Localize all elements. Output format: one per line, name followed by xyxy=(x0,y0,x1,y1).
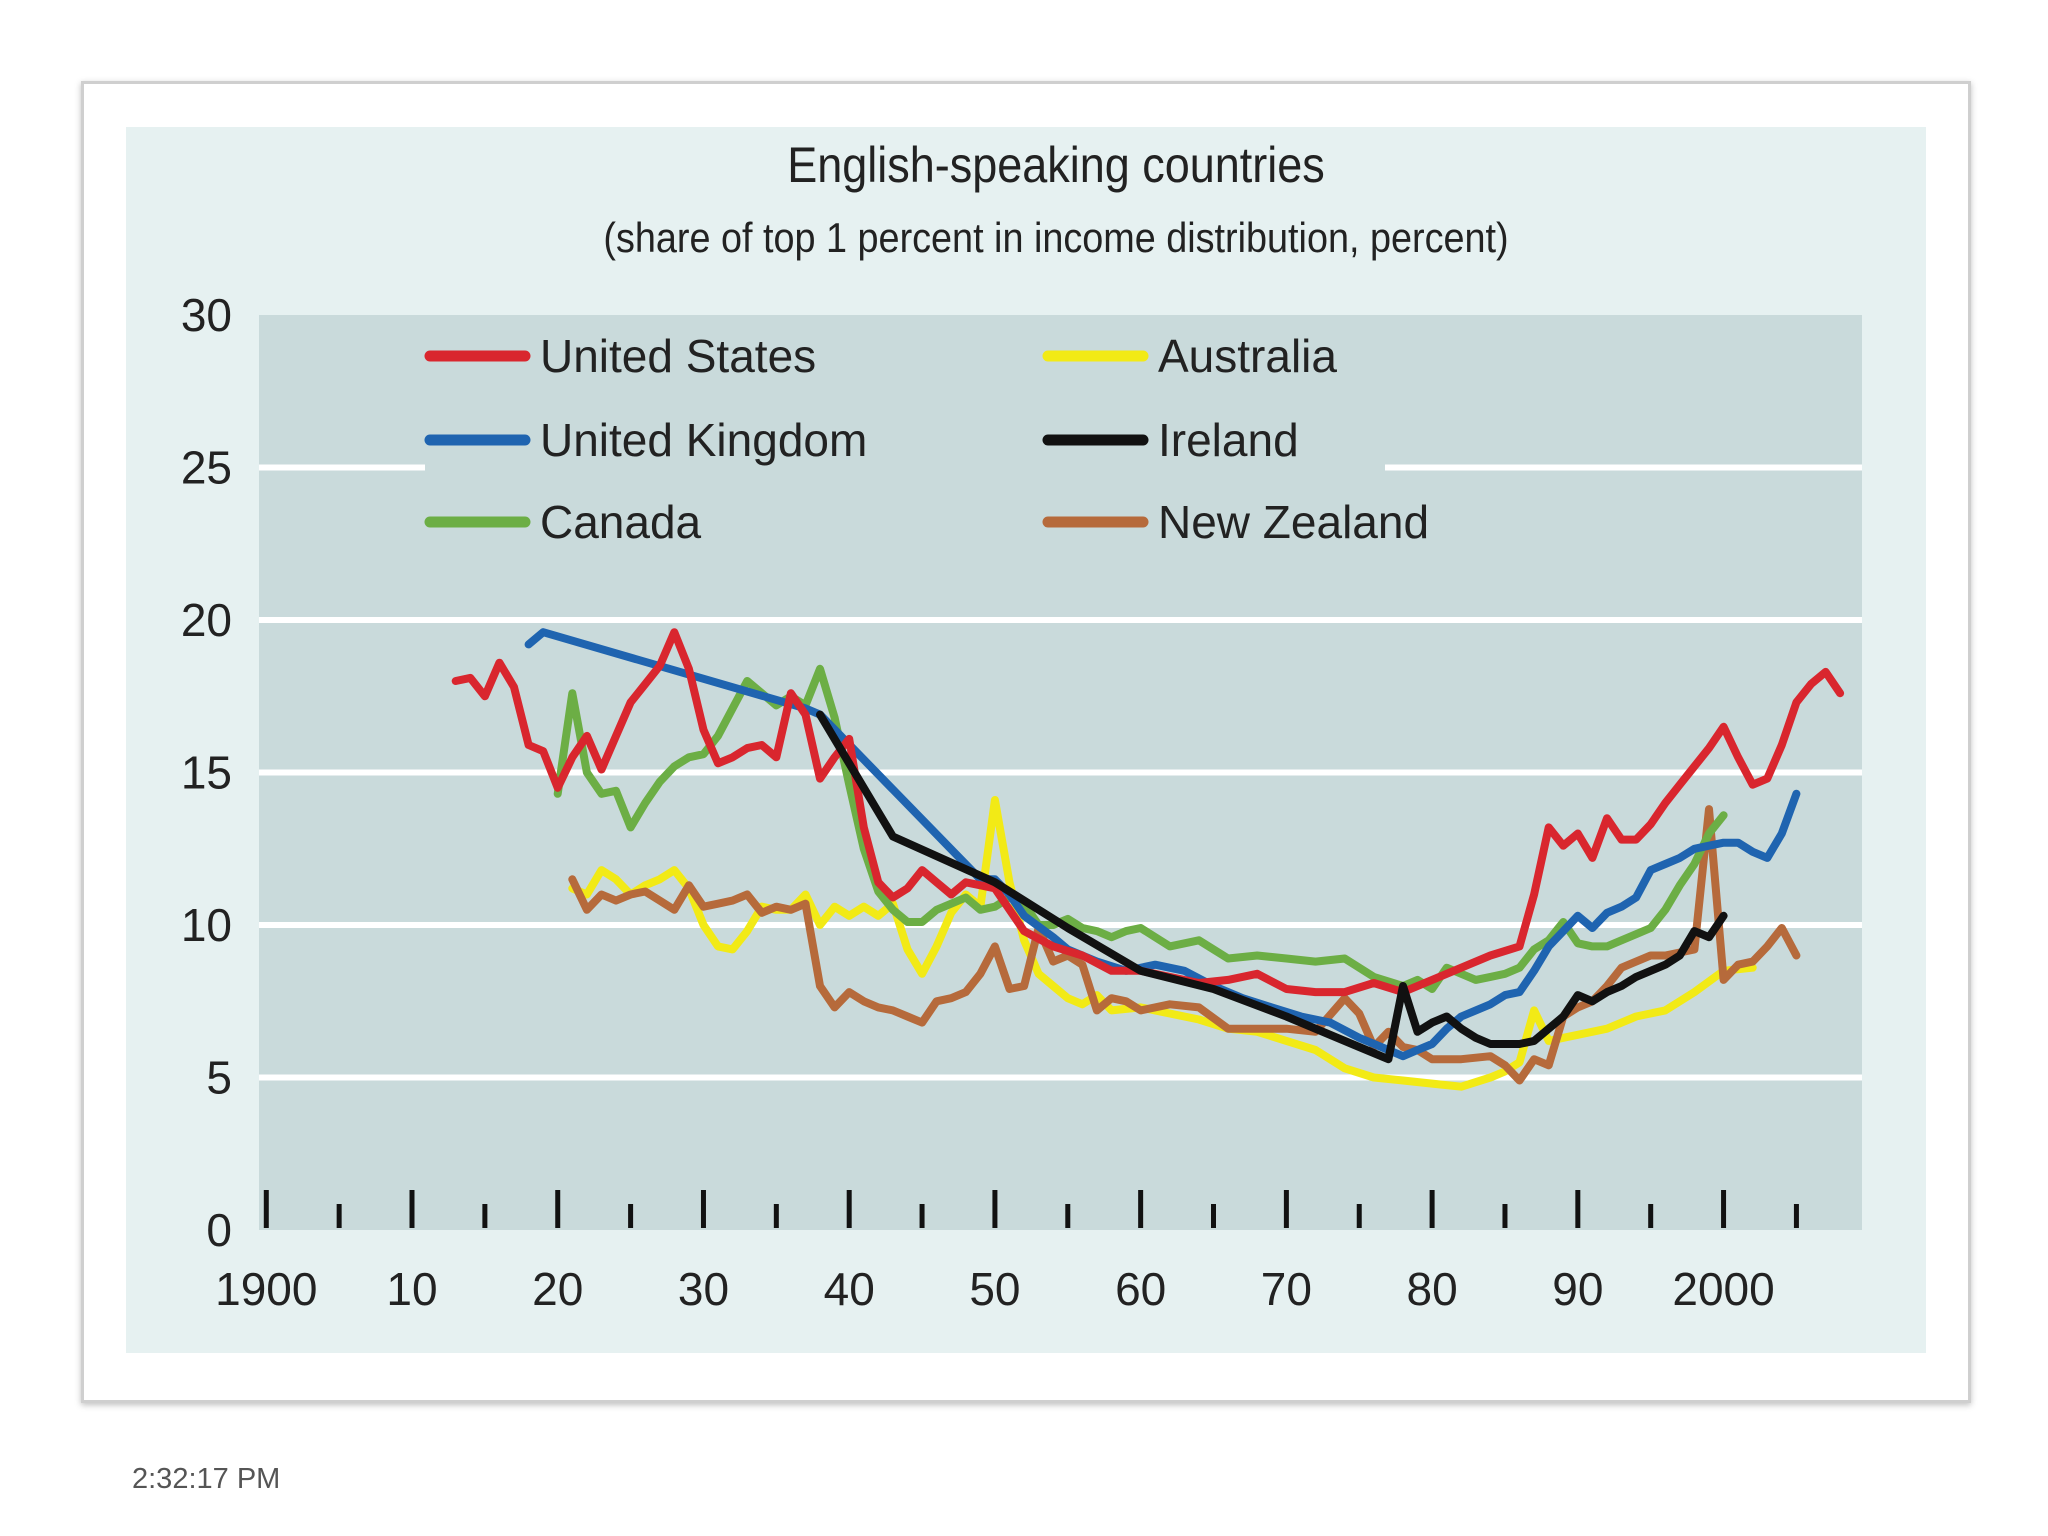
legend: United States United Kingdom Canada Austral… xyxy=(424,325,1429,565)
legend-background xyxy=(425,325,1385,565)
x-tick-label-1960: 60 xyxy=(1115,1263,1166,1315)
y-tick-label-5: 5 xyxy=(206,1052,232,1104)
series-line-united-kingdom xyxy=(524,628,1801,1061)
y-tick-label-25: 25 xyxy=(181,442,232,494)
timestamp: 2:32:17 PM xyxy=(132,1463,281,1495)
x-tick-label-1970: 70 xyxy=(1261,1263,1312,1315)
series-lines xyxy=(451,628,1845,1091)
x-ticks xyxy=(263,1190,1799,1228)
chart-subtitle: (share of top 1 percent in income distri… xyxy=(603,215,1508,261)
x-tick-label-1930: 30 xyxy=(678,1263,729,1315)
chart-title: English-speaking countries xyxy=(787,138,1325,194)
series-line-united-states xyxy=(451,628,1845,997)
legend-label-canada: Canada xyxy=(540,496,702,548)
x-tick-label-1950: 50 xyxy=(969,1263,1020,1315)
x-tick-label-1990: 90 xyxy=(1552,1263,1603,1315)
legend-label-new-zealand: New Zealand xyxy=(1158,496,1429,548)
y-tick-label-10: 10 xyxy=(181,899,232,951)
x-tick-label-1980: 80 xyxy=(1407,1263,1458,1315)
x-tick-label-1910: 10 xyxy=(386,1263,437,1315)
y-tick-label-15: 15 xyxy=(181,747,232,799)
series-line-canada xyxy=(553,664,1728,993)
legend-label-australia: Australia xyxy=(1158,330,1337,382)
y-tick-label-20: 20 xyxy=(181,594,232,646)
y-tick-label-0: 0 xyxy=(206,1204,232,1256)
legend-label-united-states: United States xyxy=(540,330,816,382)
x-tick-label-2000: 2000 xyxy=(1672,1263,1774,1315)
x-tick-label-1920: 20 xyxy=(532,1263,583,1315)
legend-label-ireland: Ireland xyxy=(1158,414,1299,466)
x-tick-label-1940: 40 xyxy=(824,1263,875,1315)
series-line-new-zealand xyxy=(568,805,1801,1085)
y-tick-labels: 0 5 10 15 20 25 30 xyxy=(181,289,232,1256)
series-line-ireland xyxy=(816,710,1728,1064)
series-line-australia xyxy=(568,796,1757,1091)
x-tick-label-1900: 1900 xyxy=(215,1263,317,1315)
y-tick-label-30: 30 xyxy=(181,289,232,341)
legend-label-united-kingdom: United Kingdom xyxy=(540,414,867,466)
x-tick-labels: 1900 10 20 30 40 50 60 70 80 90 2000 xyxy=(215,1263,1775,1315)
